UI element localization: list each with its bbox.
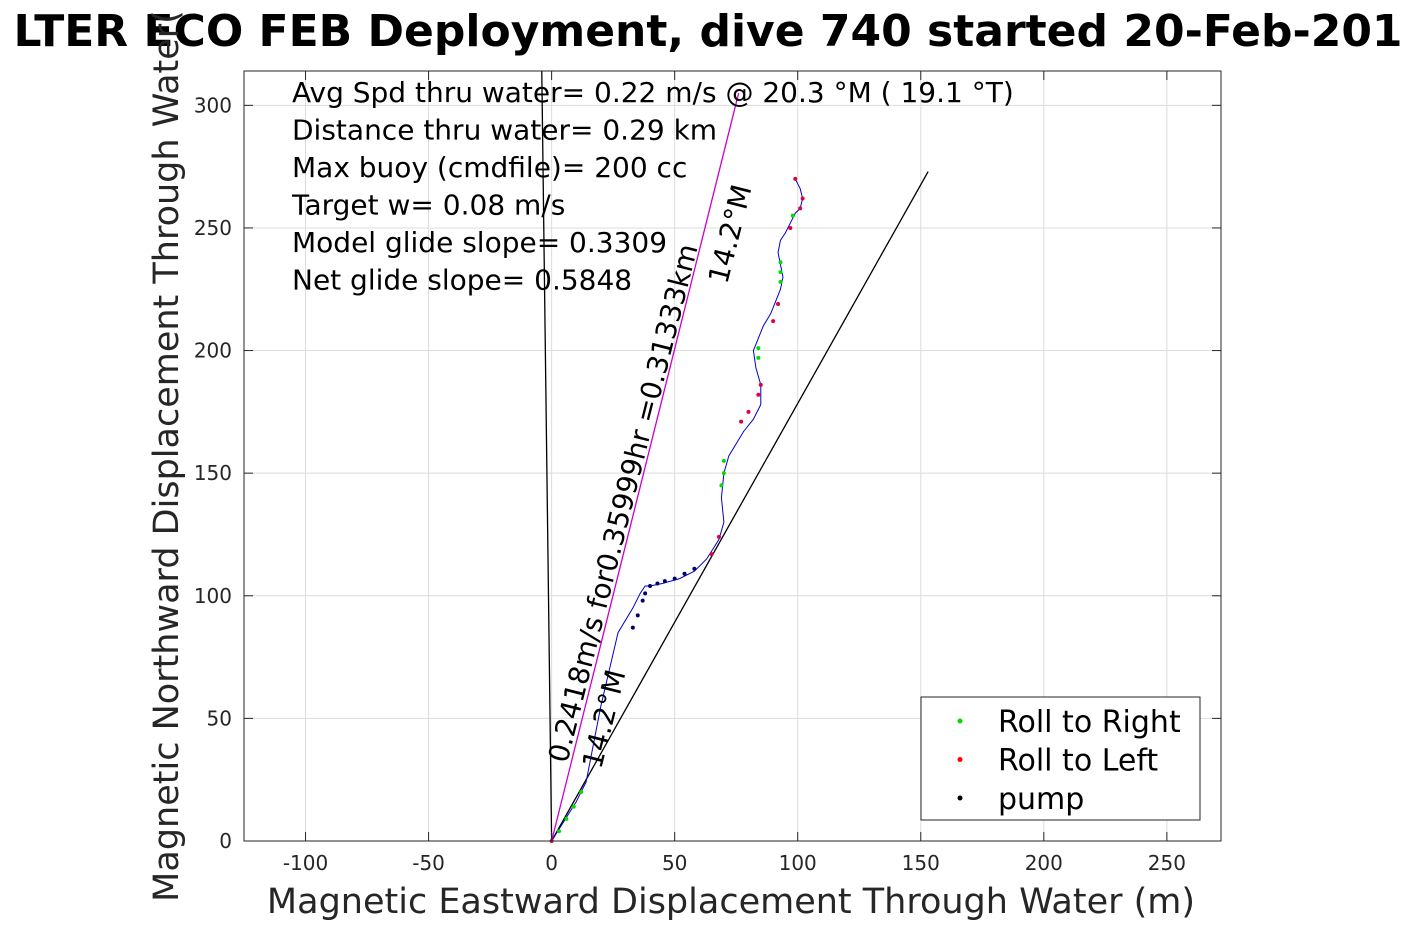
roll-left-point (793, 176, 798, 181)
y-tick-label: 50 (207, 706, 232, 730)
roll-left-point (716, 534, 721, 539)
roll-left-point (746, 409, 751, 414)
roll-left-point (709, 552, 714, 557)
pump-point (635, 613, 640, 618)
roll-right-point (756, 346, 761, 351)
pump-point (655, 581, 660, 586)
legend-label: Roll to Left (998, 744, 1158, 779)
legend-box (920, 696, 1201, 821)
legend-marker (957, 795, 963, 801)
roll-left-point (758, 382, 763, 387)
roll-right-point (721, 458, 726, 463)
legend-label: Roll to Right (998, 705, 1181, 740)
roll-right-point (778, 260, 783, 265)
roll-right-point (579, 789, 584, 794)
net-glide-line (551, 171, 929, 842)
grid (244, 71, 1221, 842)
depth-average-current-line (550, 92, 740, 842)
roll-left-point (771, 319, 776, 324)
pump-point (672, 576, 677, 581)
heading-line-black (541, 70, 553, 842)
y-tick-label: 250 (194, 216, 232, 240)
roll-left-point (800, 196, 805, 201)
track-line (551, 178, 804, 842)
pump-point (648, 583, 653, 588)
y-tick-label: 100 (194, 584, 232, 608)
roll-left-point (788, 225, 793, 230)
annotation-line: Target w= 0.08 m/s (291, 189, 565, 222)
x-tick-label: 50 (662, 851, 687, 875)
axes-frame (243, 70, 1222, 842)
annotation-line: Distance thru water= 0.29 km (292, 114, 717, 147)
pump-point (643, 591, 648, 596)
roll-right-point (756, 355, 761, 360)
roll-left-point (756, 392, 761, 397)
pump-point (630, 625, 635, 630)
roll-right-point (571, 804, 576, 809)
plot-area (541, 70, 929, 843)
annotation-line: Model glide slope= 0.3309 (292, 226, 667, 259)
roll-left-point (798, 206, 803, 211)
roll-right-point (778, 279, 783, 284)
legend-marker (957, 757, 963, 762)
annotation-line: Net glide slope= 0.5848 (292, 264, 632, 297)
roll-right-point (778, 270, 783, 275)
legend-label: pump (998, 782, 1084, 817)
x-tick-label: 100 (779, 851, 817, 875)
roll-right-point (721, 471, 726, 476)
roll-right-point (719, 483, 724, 488)
roll-right-point (790, 213, 795, 218)
annotation-line: Max buoy (cmdfile)= 200 cc (292, 151, 687, 184)
pump-point (662, 579, 667, 584)
pump-point (692, 566, 697, 571)
x-tick-label: -50 (412, 851, 445, 875)
chart-title: LTER ECO FEB Deployment, dive 740 starte… (13, 6, 1402, 57)
x-tick-label: -100 (283, 851, 328, 875)
legend-marker (957, 718, 963, 724)
x-tick-label: 200 (1025, 851, 1063, 875)
y-tick-label: 200 (194, 339, 232, 363)
annotations: Avg Spd thru water= 0.22 m/s @ 20.3 °M (… (291, 76, 1014, 772)
annotation-line: Avg Spd thru water= 0.22 m/s @ 20.3 °M (… (292, 76, 1014, 109)
x-tick-label: 250 (1148, 851, 1186, 875)
roll-left-point (776, 301, 781, 306)
y-tick-label: 300 (194, 93, 232, 117)
x-axis-label: Magnetic Eastward Displacement Through W… (267, 882, 1195, 922)
x-tick-label: 0 (545, 851, 558, 875)
roll-right-point (557, 829, 562, 834)
roll-left-point (739, 419, 744, 424)
pump-point (682, 571, 687, 576)
x-tick-label: 150 (902, 851, 940, 875)
pump-point (640, 598, 645, 603)
y-tick-label: 0 (219, 829, 232, 853)
roll-right-point (564, 816, 569, 821)
ticks: -100 -50 0 50 100 150 200 250 0 50 100 150 200 250 300 (194, 71, 1221, 875)
rotated-heading-label-upper: 14.2°M (702, 181, 759, 287)
y-axis-label: Magnetic Northward Displacement Through … (147, 10, 187, 902)
y-tick-label: 150 (194, 461, 232, 485)
